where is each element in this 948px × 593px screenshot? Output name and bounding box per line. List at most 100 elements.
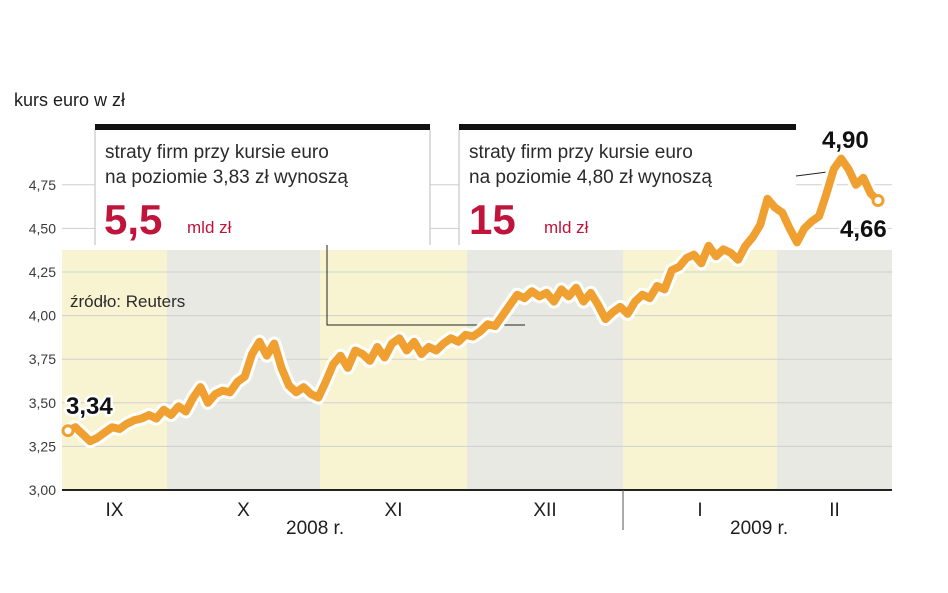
annotation-box-2: straty firm przy kursie euro na poziomie… bbox=[458, 124, 796, 245]
data-point bbox=[170, 414, 172, 416]
data-point bbox=[214, 393, 216, 395]
data-point bbox=[848, 168, 849, 170]
annotation-1-line1: straty firm przy kursie euro bbox=[105, 142, 329, 163]
max-value-label: 4,90 bbox=[822, 127, 869, 154]
data-point bbox=[730, 252, 732, 254]
data-point bbox=[398, 337, 400, 339]
y-tick-label: 4,75 bbox=[29, 177, 56, 193]
y-tick-label: 4,50 bbox=[29, 220, 56, 236]
data-point bbox=[590, 292, 592, 294]
data-point bbox=[295, 391, 297, 393]
data-point bbox=[560, 288, 562, 290]
data-point bbox=[855, 184, 857, 186]
end-value-label: 4,66 bbox=[840, 216, 887, 243]
annotation-2-line2: na poziomie 4,80 zł wynoszą bbox=[469, 167, 712, 188]
data-point bbox=[656, 285, 658, 287]
data-point bbox=[74, 426, 76, 428]
data-point bbox=[421, 353, 422, 355]
x-axis-months: IX X XI XII I II bbox=[106, 500, 840, 521]
data-point bbox=[524, 297, 525, 299]
source-label: źródło: Reuters bbox=[70, 292, 185, 311]
data-point bbox=[450, 337, 452, 339]
data-point bbox=[148, 414, 150, 416]
data-point bbox=[752, 236, 754, 238]
data-point bbox=[479, 330, 481, 332]
month-label-i: I bbox=[697, 500, 702, 521]
data-point bbox=[465, 334, 467, 336]
data-point bbox=[826, 193, 827, 194]
month-label-xii: XII bbox=[533, 500, 556, 521]
data-point bbox=[494, 325, 496, 327]
data-point bbox=[457, 341, 459, 343]
data-point bbox=[862, 177, 864, 179]
annotation-2-line1: straty firm przy kursie euro bbox=[469, 142, 693, 163]
data-point bbox=[597, 304, 599, 306]
data-point bbox=[413, 341, 415, 343]
data-point bbox=[251, 353, 253, 355]
data-point bbox=[126, 423, 128, 425]
y-tick-label: 4,00 bbox=[29, 308, 56, 324]
month-band-5 bbox=[623, 250, 777, 490]
data-point bbox=[516, 294, 518, 296]
annotation-1-leader bbox=[326, 245, 525, 326]
data-point bbox=[538, 295, 540, 297]
month-label-ii: II bbox=[829, 500, 840, 521]
data-point bbox=[612, 311, 614, 313]
data-point bbox=[649, 297, 651, 299]
data-point bbox=[133, 419, 135, 421]
data-point bbox=[362, 353, 363, 355]
data-point bbox=[119, 428, 120, 430]
data-point bbox=[200, 386, 201, 388]
series-points bbox=[61, 158, 885, 442]
data-point bbox=[833, 168, 835, 170]
data-point bbox=[111, 426, 113, 428]
data-point bbox=[693, 254, 695, 256]
month-band-1 bbox=[62, 250, 167, 490]
data-point bbox=[369, 360, 371, 362]
data-point bbox=[502, 315, 503, 317]
data-point bbox=[818, 215, 820, 217]
data-point bbox=[871, 194, 885, 207]
data-point bbox=[774, 207, 776, 208]
y-tick-label: 3,75 bbox=[29, 351, 56, 367]
year-label-2009: 2009 r. bbox=[730, 518, 788, 539]
data-point bbox=[317, 397, 319, 399]
data-point bbox=[472, 336, 474, 337]
start-value-label: 3,34 bbox=[66, 393, 113, 420]
data-point bbox=[840, 158, 842, 160]
data-point bbox=[627, 313, 629, 315]
data-point bbox=[104, 431, 106, 433]
data-point bbox=[347, 367, 349, 369]
data-point bbox=[376, 346, 378, 348]
data-point bbox=[605, 318, 606, 320]
data-point bbox=[443, 343, 444, 344]
data-point bbox=[384, 357, 386, 358]
data-point bbox=[141, 418, 143, 419]
data-point bbox=[789, 227, 791, 229]
data-point bbox=[354, 350, 356, 351]
data-point bbox=[722, 248, 724, 250]
data-point bbox=[428, 346, 430, 348]
year-label-2008: 2008 r. bbox=[286, 518, 344, 539]
data-point bbox=[575, 287, 577, 289]
data-point bbox=[803, 227, 805, 229]
data-point bbox=[583, 301, 584, 303]
data-point bbox=[163, 409, 165, 411]
data-point bbox=[185, 411, 187, 412]
data-point bbox=[435, 350, 437, 351]
data-point bbox=[281, 367, 282, 369]
month-band-4 bbox=[467, 250, 623, 490]
y-tick-label: 3,25 bbox=[29, 438, 56, 454]
data-point bbox=[531, 290, 533, 292]
data-point bbox=[244, 376, 246, 378]
data-point bbox=[796, 241, 798, 243]
annotation-1-line2: na poziomie 3,83 zł wynoszą bbox=[105, 167, 348, 188]
month-label-x: X bbox=[237, 500, 250, 521]
data-point bbox=[811, 220, 813, 222]
data-point bbox=[236, 381, 238, 383]
y-tick-label: 3,00 bbox=[29, 482, 56, 498]
annotation-2-value: 15 bbox=[469, 196, 516, 243]
y-axis-ticks: 3,00 3,25 3,50 3,75 4,00 4,25 4,50 4,75 bbox=[29, 177, 56, 498]
y-tick-label: 3,50 bbox=[29, 395, 56, 411]
